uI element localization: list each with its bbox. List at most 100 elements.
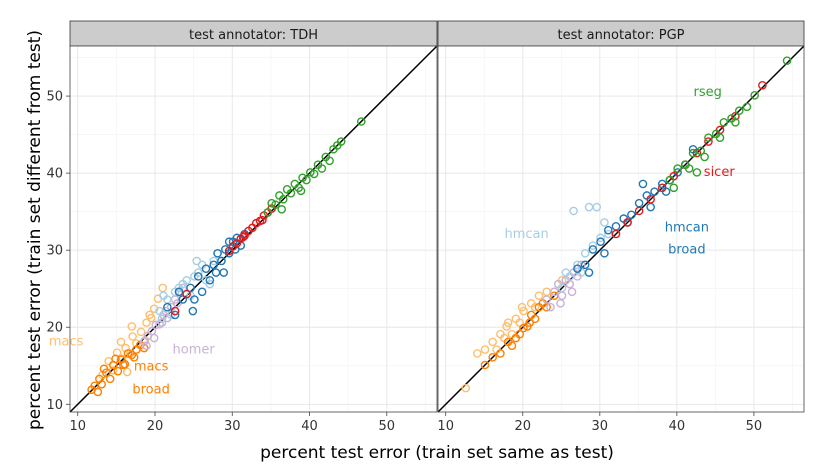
data-point: [201, 264, 211, 273]
data-point: [588, 245, 598, 254]
data-point: [657, 183, 667, 193]
data-point: [213, 248, 222, 258]
y-tick-label: 30: [46, 244, 63, 259]
data-point: [573, 264, 582, 273]
data-point: [546, 302, 555, 312]
data-point: [700, 152, 709, 162]
data-point: [142, 318, 151, 327]
data-point: [550, 287, 559, 297]
data-point: [603, 225, 613, 235]
data-point: [488, 352, 498, 362]
data-point: [155, 306, 164, 316]
x-tick-label: 20: [147, 419, 164, 434]
data-point: [584, 268, 594, 277]
data-layer: [438, 46, 804, 412]
data-point: [142, 341, 151, 351]
data-point: [634, 206, 644, 216]
data-point: [97, 379, 106, 389]
x-axis-title: percent test error (train set same as te…: [260, 443, 614, 463]
data-point: [530, 302, 540, 312]
data-point: [596, 237, 605, 247]
data-point: [673, 164, 682, 173]
data-point: [93, 387, 103, 397]
data-point: [734, 106, 744, 116]
data-point: [488, 337, 498, 347]
data-point: [502, 322, 511, 331]
series-label: macs: [49, 335, 84, 350]
data-point: [611, 229, 621, 239]
data-point: [596, 233, 605, 243]
x-tick-label: 30: [224, 419, 241, 434]
data-point: [569, 206, 578, 216]
data-point: [719, 117, 729, 127]
data-point: [638, 179, 648, 189]
data-point: [121, 343, 130, 353]
data-point: [704, 133, 713, 142]
data-point: [684, 164, 694, 173]
data-point: [665, 175, 675, 185]
data-point: [496, 349, 505, 358]
x-tick-label: 30: [592, 419, 609, 434]
data-point: [132, 339, 141, 348]
data-point: [557, 283, 567, 293]
data-point: [105, 374, 115, 384]
data-point: [296, 186, 306, 196]
data-point: [627, 210, 636, 220]
series-label: rseg: [693, 85, 721, 100]
series-label: hmcan: [665, 221, 709, 236]
data-point: [163, 302, 172, 312]
data-point: [211, 268, 221, 277]
data-point: [127, 322, 137, 331]
data-point: [715, 133, 725, 142]
data-point: [201, 275, 211, 285]
data-point: [99, 364, 109, 374]
data-point: [356, 117, 366, 126]
x-tick-label: 20: [514, 419, 531, 434]
data-point: [507, 341, 517, 351]
data-point: [136, 327, 146, 337]
data-point: [112, 348, 122, 357]
series-label: sicer: [704, 165, 736, 180]
data-point: [188, 306, 198, 316]
data-point: [139, 343, 149, 353]
data-point: [205, 275, 215, 285]
data-point: [119, 360, 128, 370]
data-point: [600, 218, 609, 227]
data-point: [336, 137, 346, 146]
y-tick-label: 40: [46, 167, 63, 182]
data-point: [480, 345, 490, 354]
series-macs-broad: [87, 340, 149, 397]
data-point: [731, 117, 740, 127]
data-point: [111, 354, 120, 364]
data-point: [561, 268, 571, 277]
data-point: [149, 304, 159, 314]
data-point: [742, 102, 752, 112]
data-point: [461, 383, 471, 393]
data-point: [197, 287, 207, 297]
data-point: [623, 218, 632, 227]
data-point: [116, 337, 126, 347]
data-point: [688, 148, 698, 158]
data-point: [193, 268, 203, 277]
data-point: [302, 175, 311, 185]
data-point: [325, 156, 334, 166]
data-point: [309, 169, 319, 179]
data-point: [159, 291, 168, 300]
data-point: [127, 350, 137, 360]
series-label: macs: [134, 359, 169, 374]
data-point: [174, 287, 184, 297]
y-axis-title: percent test error (train set different …: [25, 30, 45, 430]
data-point: [646, 195, 655, 204]
series-rseg: [263, 117, 366, 217]
data-point: [317, 164, 327, 173]
data-point: [782, 56, 792, 65]
x-tick-label: 40: [301, 419, 318, 434]
panel-border: [437, 45, 805, 413]
data-point: [480, 360, 490, 370]
data-point: [556, 299, 565, 308]
data-point: [263, 208, 273, 217]
data-point: [157, 318, 167, 327]
data-point: [186, 283, 195, 293]
series-label: homer: [173, 342, 216, 357]
